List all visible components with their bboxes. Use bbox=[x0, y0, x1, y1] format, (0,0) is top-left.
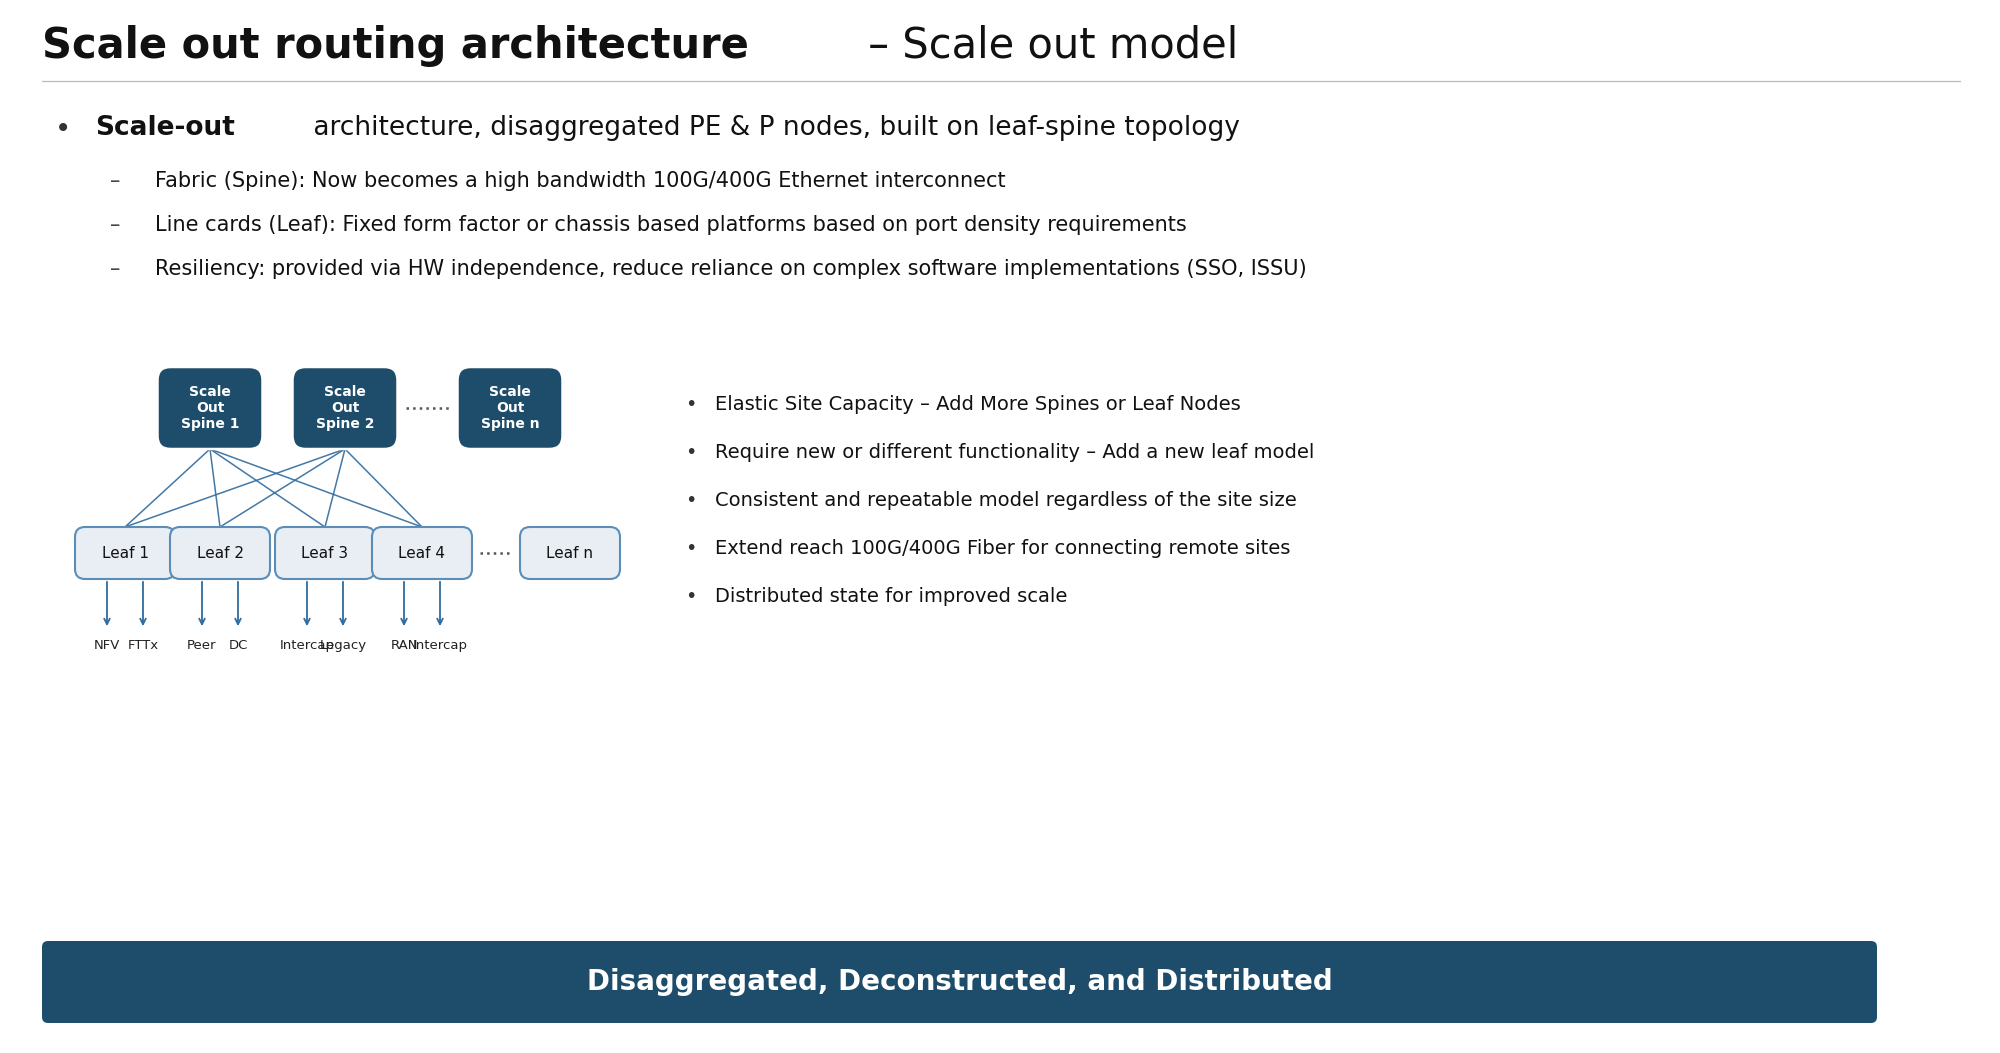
Text: FTTx: FTTx bbox=[128, 639, 158, 652]
Text: –: – bbox=[110, 215, 120, 235]
Text: Leaf 3: Leaf 3 bbox=[302, 545, 348, 560]
Text: •: • bbox=[684, 443, 696, 462]
FancyBboxPatch shape bbox=[42, 941, 1878, 1024]
Text: DC: DC bbox=[228, 639, 248, 652]
Text: Scale
Out
Spine 2: Scale Out Spine 2 bbox=[316, 384, 374, 431]
Text: Intercap: Intercap bbox=[280, 639, 334, 652]
FancyBboxPatch shape bbox=[276, 526, 376, 579]
Text: Disaggregated, Deconstructed, and Distributed: Disaggregated, Deconstructed, and Distri… bbox=[588, 968, 1332, 996]
Text: Leaf 2: Leaf 2 bbox=[196, 545, 244, 560]
Text: –: – bbox=[110, 171, 120, 191]
FancyBboxPatch shape bbox=[372, 526, 472, 579]
FancyBboxPatch shape bbox=[292, 367, 398, 449]
Text: Scale
Out
Spine n: Scale Out Spine n bbox=[480, 384, 540, 431]
FancyBboxPatch shape bbox=[458, 367, 562, 449]
Text: Legacy: Legacy bbox=[320, 639, 366, 652]
Text: •: • bbox=[684, 539, 696, 558]
Text: Consistent and repeatable model regardless of the site size: Consistent and repeatable model regardle… bbox=[716, 491, 1296, 510]
Text: Fabric (Spine): Now becomes a high bandwidth 100G/400G Ethernet interconnect: Fabric (Spine): Now becomes a high bandw… bbox=[156, 171, 1006, 191]
Text: RAN: RAN bbox=[390, 639, 418, 652]
Text: Scale
Out
Spine 1: Scale Out Spine 1 bbox=[180, 384, 240, 431]
FancyBboxPatch shape bbox=[170, 526, 270, 579]
Text: •: • bbox=[56, 115, 72, 143]
Text: –: – bbox=[110, 259, 120, 279]
FancyBboxPatch shape bbox=[76, 526, 176, 579]
Text: •: • bbox=[684, 587, 696, 605]
Text: Extend reach 100G/400G Fiber for connecting remote sites: Extend reach 100G/400G Fiber for connect… bbox=[716, 539, 1290, 558]
Text: Require new or different functionality – Add a new leaf model: Require new or different functionality –… bbox=[716, 443, 1314, 462]
Text: Scale out routing architecture: Scale out routing architecture bbox=[42, 25, 748, 67]
Text: architecture, disaggregated PE & P nodes, built on leaf-spine topology: architecture, disaggregated PE & P nodes… bbox=[304, 115, 1240, 141]
Text: Leaf 4: Leaf 4 bbox=[398, 545, 446, 560]
Text: Resiliency: provided via HW independence, reduce reliance on complex software im: Resiliency: provided via HW independence… bbox=[156, 259, 1306, 279]
Text: Leaf n: Leaf n bbox=[546, 545, 594, 560]
Text: •: • bbox=[684, 395, 696, 414]
Text: Distributed state for improved scale: Distributed state for improved scale bbox=[716, 587, 1068, 605]
Text: Line cards (Leaf): Fixed form factor or chassis based platforms based on port de: Line cards (Leaf): Fixed form factor or … bbox=[156, 215, 1186, 235]
Text: Elastic Site Capacity – Add More Spines or Leaf Nodes: Elastic Site Capacity – Add More Spines … bbox=[716, 395, 1240, 414]
Text: Scale-out: Scale-out bbox=[96, 115, 234, 141]
Text: – Scale out model: – Scale out model bbox=[856, 25, 1238, 67]
Text: NFV: NFV bbox=[94, 639, 120, 652]
Text: Peer: Peer bbox=[188, 639, 216, 652]
Text: •: • bbox=[684, 491, 696, 510]
FancyBboxPatch shape bbox=[520, 526, 620, 579]
Text: Intercap: Intercap bbox=[412, 639, 468, 652]
Text: Leaf 1: Leaf 1 bbox=[102, 545, 148, 560]
FancyBboxPatch shape bbox=[158, 367, 262, 449]
